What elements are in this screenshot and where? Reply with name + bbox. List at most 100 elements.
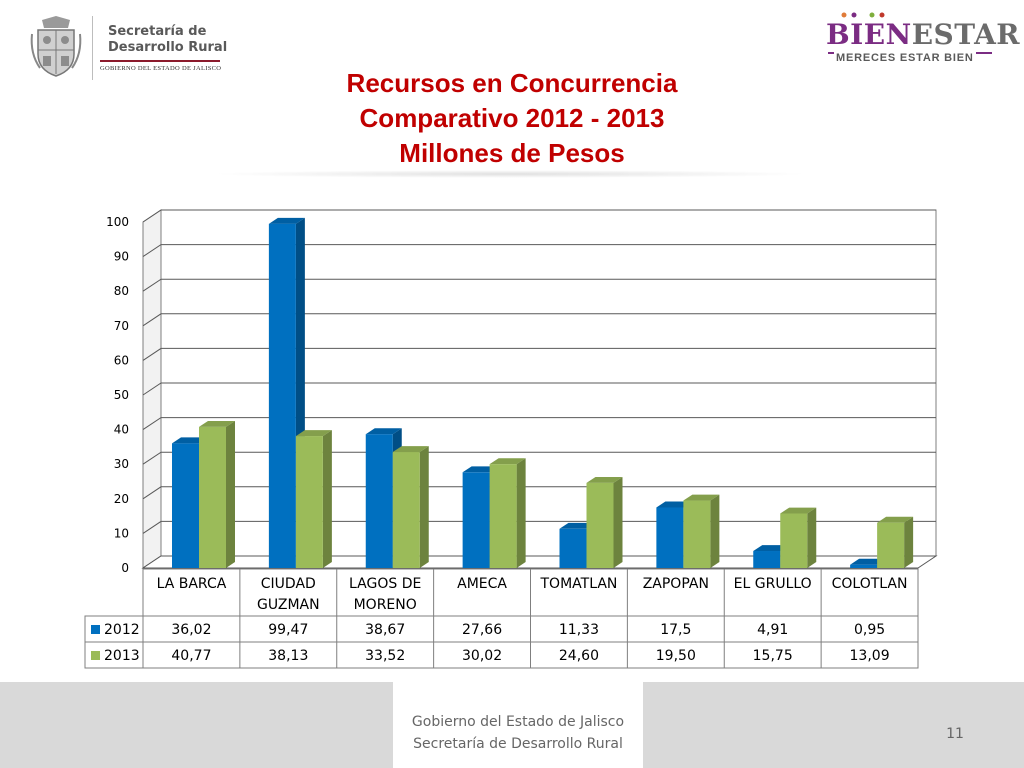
bar-top — [586, 476, 623, 483]
gridline — [142, 417, 936, 431]
gridline — [142, 382, 936, 396]
data-label-2012: 17,5 — [660, 622, 691, 638]
bar-2012-8 — [850, 564, 878, 568]
bar-side — [807, 507, 817, 568]
bar-2013-3 — [392, 452, 420, 568]
bienestar-part2: ESTAR — [911, 18, 1021, 51]
category-label: COLOTLAN — [832, 576, 908, 592]
bar-side — [226, 420, 235, 568]
legend-key-2013 — [91, 651, 100, 660]
data-label-2013: 40,77 — [171, 648, 211, 664]
logo-divider — [92, 16, 93, 80]
bar-side — [613, 476, 623, 568]
bienestar-part1: BIEN — [826, 18, 912, 51]
category-label: LA BARCA — [157, 576, 227, 592]
bienestar-wordmark: BIENESTAR — [826, 18, 1020, 51]
bar-2013-2 — [295, 436, 323, 568]
title-line-2: Comparativo 2012 - 2013 — [359, 103, 665, 133]
data-label-2012: 0,95 — [854, 622, 885, 638]
bienestar-logo: BIENESTAR MERECES ESTAR BIEN — [826, 12, 1020, 68]
bar-top — [780, 507, 817, 514]
data-label-2012: 99,47 — [268, 622, 308, 638]
bar-2013-5 — [586, 482, 614, 568]
legend-label-2012: 2012 — [104, 622, 140, 638]
bar-2012-5 — [559, 528, 587, 568]
bar-side — [710, 494, 720, 568]
legend-label-2013: 2013 — [104, 648, 140, 664]
data-label-2013: 24,60 — [559, 648, 599, 664]
bar-2013-6 — [683, 500, 711, 568]
chart-floor — [141, 555, 938, 569]
slide-title: Recursos en Concurrencia Comparativo 201… — [240, 66, 784, 171]
footer-box — [393, 682, 643, 768]
y-tick-label: 20 — [114, 492, 129, 506]
y-tick-label: 100 — [106, 215, 129, 229]
bar-2013-1 — [199, 426, 226, 568]
category-label: ZAPOPAN — [643, 576, 709, 592]
bar-top — [489, 458, 526, 465]
y-tick-label: 40 — [114, 423, 129, 437]
bar-chart: 0 10 20 30 40 50 60 70 80 90 100 LA BARCA CIUDAD GUZM… — [84, 209, 938, 669]
footer-line-2: Secretaría de Desarrollo Rural — [413, 736, 623, 752]
bar-top — [683, 494, 720, 501]
gobierno-rule — [100, 60, 220, 62]
bienestar-tagline: MERECES ESTAR BIEN — [834, 52, 976, 64]
bar-side — [516, 458, 526, 568]
data-label-2012: 11,33 — [559, 622, 599, 638]
data-label-2012: 27,66 — [462, 622, 502, 638]
bar-top — [392, 446, 429, 453]
data-label-2013: 15,75 — [753, 648, 793, 664]
bar-top — [295, 430, 332, 437]
bar-top — [268, 217, 305, 224]
bar-top — [365, 428, 402, 435]
title-shadow — [210, 170, 810, 178]
category-label: EL GRULLO — [734, 576, 812, 592]
bar-side — [904, 516, 914, 568]
legend-key-2012 — [91, 625, 100, 634]
y-tick-label: 90 — [114, 250, 129, 264]
data-label-2012: 38,67 — [365, 622, 405, 638]
gobierno-text: GOBIERNO DEL ESTADO DE JALISCO — [100, 65, 222, 72]
title-line-3: Millones de Pesos — [399, 138, 625, 168]
bar-top — [199, 420, 235, 427]
sedrural-logo: Secretaría de Desarrollo Rural GOBIERNO … — [28, 14, 228, 84]
footer-line-1: Gobierno del Estado de Jalisco — [411, 714, 625, 730]
data-label-2013: 13,09 — [850, 648, 890, 664]
data-label-2013: 38,13 — [268, 648, 308, 664]
bar-2012-4 — [462, 472, 490, 568]
category-label: AMECA — [457, 576, 507, 592]
secretaria-line1: Secretaría de — [108, 24, 207, 39]
y-tick-label: 80 — [114, 284, 129, 298]
gridline — [142, 278, 936, 292]
bar-side — [322, 430, 332, 568]
bar-2012-2 — [268, 223, 296, 568]
people-icon — [841, 12, 885, 18]
bar-2012-6 — [656, 507, 684, 568]
secretaria-line2: Desarrollo Rural — [108, 40, 228, 55]
category-label: TOMATLAN — [540, 576, 618, 592]
category-label: CIUDAD GUZMAN — [257, 576, 320, 613]
bar-2013-8 — [877, 522, 905, 568]
y-tick-label: 70 — [114, 319, 129, 333]
title-line-1: Recursos en Concurrencia — [346, 68, 678, 98]
gridline — [142, 313, 936, 327]
gridline — [142, 209, 936, 223]
y-tick-label: 50 — [114, 388, 129, 402]
gridline — [142, 451, 936, 465]
y-tick-label: 60 — [114, 353, 129, 367]
gridline — [142, 244, 936, 258]
category-label: LAGOS DE MORENO — [349, 576, 421, 613]
gridline — [142, 347, 936, 361]
jalisco-crest-icon — [30, 16, 82, 77]
data-label-2012: 36,02 — [171, 622, 211, 638]
bar-2012-3 — [365, 434, 393, 568]
bar-2012-7 — [753, 551, 781, 568]
bar-2013-4 — [489, 464, 517, 568]
gridline — [142, 486, 936, 500]
data-label-2013: 33,52 — [365, 648, 405, 664]
y-tick-label: 10 — [114, 526, 129, 540]
bar-top — [877, 516, 914, 523]
bar-side — [419, 446, 429, 568]
y-tick-label: 0 — [121, 561, 129, 575]
data-label-2012: 4,91 — [757, 622, 788, 638]
